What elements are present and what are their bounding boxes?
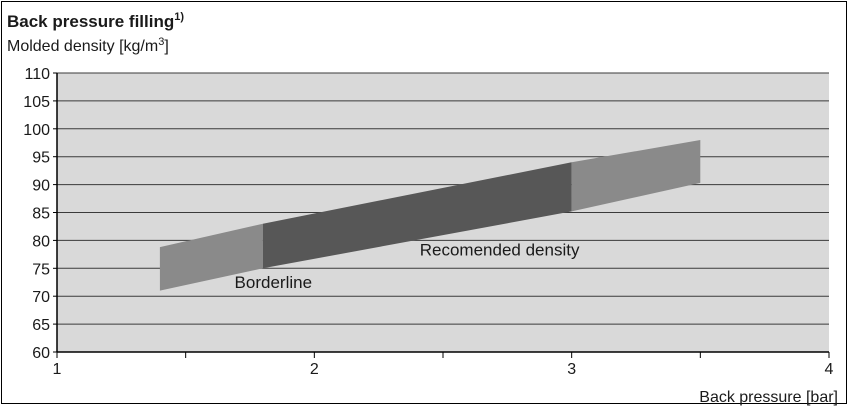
annotation-borderline: Borderline	[235, 273, 313, 292]
chart-title-text: Back pressure filling	[7, 12, 174, 31]
y-axis-label-suffix: ]	[164, 38, 168, 55]
x-axis-label: Back pressure [bar]	[699, 389, 838, 406]
y-tick-label-95: 95	[32, 150, 50, 167]
band-borderline	[159, 223, 263, 291]
y-tick-label-100: 100	[23, 122, 50, 139]
y-tick-label-105: 105	[23, 94, 50, 111]
x-tick-label-2: 2	[310, 361, 319, 378]
y-axis-label: Molded density [kg/m3]	[7, 36, 169, 55]
y-tick-label-110: 110	[24, 66, 50, 83]
band-recomended-density	[262, 162, 572, 269]
y-axis-label-superscript: 3	[158, 36, 164, 48]
y-tick-label-85: 85	[32, 206, 50, 223]
y-tick-label-90: 90	[32, 178, 50, 195]
x-tick-label-4: 4	[825, 361, 834, 378]
x-tick-label-3: 3	[567, 361, 576, 378]
y-tick-label-70: 70	[32, 289, 50, 306]
band-upper-borderline	[571, 140, 701, 212]
chart-title: Back pressure filling1)	[7, 11, 184, 31]
y-tick-label-60: 60	[32, 345, 50, 362]
y-axis-label-text: Molded density [kg/m	[7, 38, 158, 55]
y-tick-label-75: 75	[32, 261, 50, 278]
plot-area: 60 65 70 75 80 85 90 95 100 105 110 1 2 3 4 Recomended …	[23, 66, 833, 378]
y-tick-label-80: 80	[32, 233, 50, 250]
x-tick-label-1: 1	[53, 361, 62, 378]
annotation-recomended-density: Recomended density	[420, 240, 580, 259]
chart-title-superscript: 1)	[174, 11, 184, 23]
y-tick-label-65: 65	[32, 317, 50, 334]
